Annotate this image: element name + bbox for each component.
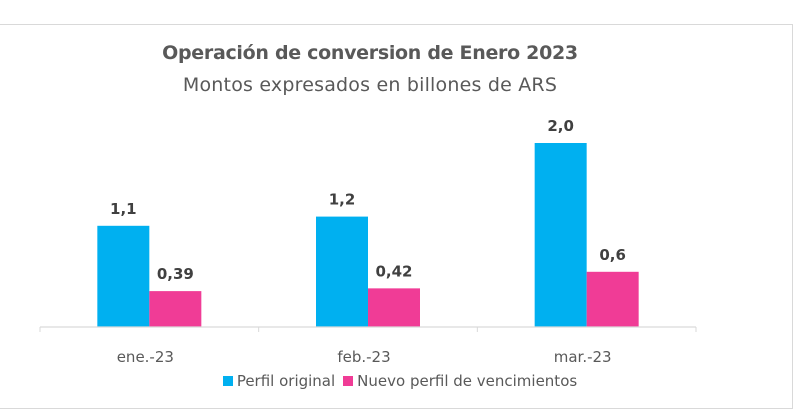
- top-strip: [0, 0, 800, 24]
- legend-item-nuevo-perfil[interactable]: Nuevo perfil de vencimientos: [343, 372, 577, 390]
- data-label: 1,1: [110, 200, 137, 218]
- chart-subtitle: Montos expresados en billones de ARS: [182, 74, 558, 96]
- data-label: 2,0: [547, 117, 574, 135]
- chart-frame: [0, 24, 793, 409]
- data-label: 0,42: [375, 262, 412, 280]
- bar-perfil-original-2[interactable]: [534, 143, 587, 327]
- x-tick-label: feb.-23: [337, 348, 390, 366]
- legend-item-perfil-original[interactable]: Perfil original: [222, 372, 336, 390]
- legend-label: Perfil original: [236, 372, 336, 390]
- data-label: 0,6: [599, 246, 626, 264]
- legend-label: Nuevo perfil de vencimientos: [357, 372, 578, 390]
- bar-nuevo-perfil-1[interactable]: [368, 288, 420, 327]
- chart-title: Operación de conversion de Enero 2023: [162, 42, 578, 64]
- data-label: 0,39: [157, 265, 194, 283]
- x-tick-label: ene.-23: [117, 348, 174, 366]
- bar-perfil-original-0[interactable]: [97, 225, 150, 327]
- data-label: 1,2: [329, 191, 356, 209]
- bar-perfil-original-1[interactable]: [316, 216, 368, 327]
- x-tick-label: mar.-23: [554, 348, 612, 366]
- bar-nuevo-perfil-0[interactable]: [149, 291, 202, 327]
- legend-swatch-perfil-original: [222, 376, 233, 386]
- legend: Perfil original Nuevo perfil de vencimie…: [0, 372, 800, 390]
- legend-swatch-nuevo-perfil: [343, 376, 354, 386]
- bar-nuevo-perfil-2[interactable]: [586, 271, 639, 327]
